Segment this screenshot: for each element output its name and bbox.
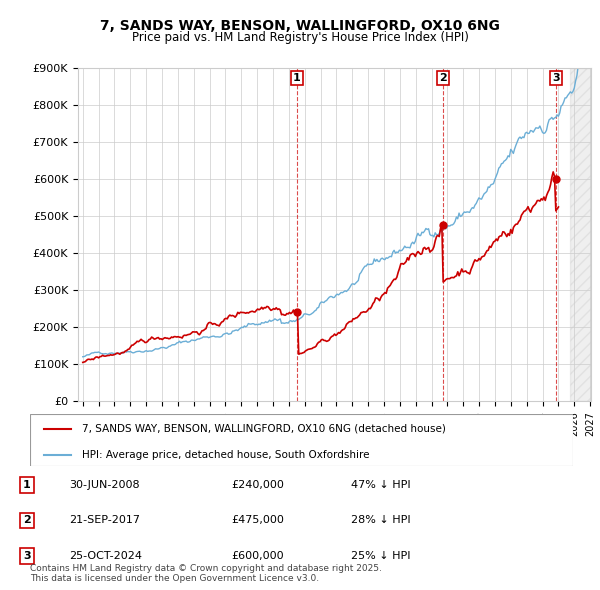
Text: Price paid vs. HM Land Registry's House Price Index (HPI): Price paid vs. HM Land Registry's House … [131, 31, 469, 44]
Text: 30-JUN-2008: 30-JUN-2008 [69, 480, 140, 490]
Text: 3: 3 [552, 73, 559, 83]
Text: 1: 1 [293, 73, 301, 83]
Text: 3: 3 [23, 551, 31, 560]
Text: HPI: Average price, detached house, South Oxfordshire: HPI: Average price, detached house, Sout… [82, 450, 369, 460]
Text: 1: 1 [23, 480, 31, 490]
Text: 7, SANDS WAY, BENSON, WALLINGFORD, OX10 6NG: 7, SANDS WAY, BENSON, WALLINGFORD, OX10 … [100, 19, 500, 33]
Text: £600,000: £600,000 [231, 551, 284, 560]
Text: 28% ↓ HPI: 28% ↓ HPI [351, 516, 410, 525]
FancyBboxPatch shape [30, 414, 573, 466]
Text: £240,000: £240,000 [231, 480, 284, 490]
Text: 25% ↓ HPI: 25% ↓ HPI [351, 551, 410, 560]
Text: 2: 2 [439, 73, 447, 83]
Text: 7, SANDS WAY, BENSON, WALLINGFORD, OX10 6NG (detached house): 7, SANDS WAY, BENSON, WALLINGFORD, OX10 … [82, 424, 445, 434]
Text: 25-OCT-2024: 25-OCT-2024 [69, 551, 142, 560]
Text: Contains HM Land Registry data © Crown copyright and database right 2025.
This d: Contains HM Land Registry data © Crown c… [30, 563, 382, 583]
Text: 47% ↓ HPI: 47% ↓ HPI [351, 480, 410, 490]
Text: 2: 2 [23, 516, 31, 525]
Text: 21-SEP-2017: 21-SEP-2017 [69, 516, 140, 525]
Text: £475,000: £475,000 [231, 516, 284, 525]
Bar [569, 68, 591, 401]
